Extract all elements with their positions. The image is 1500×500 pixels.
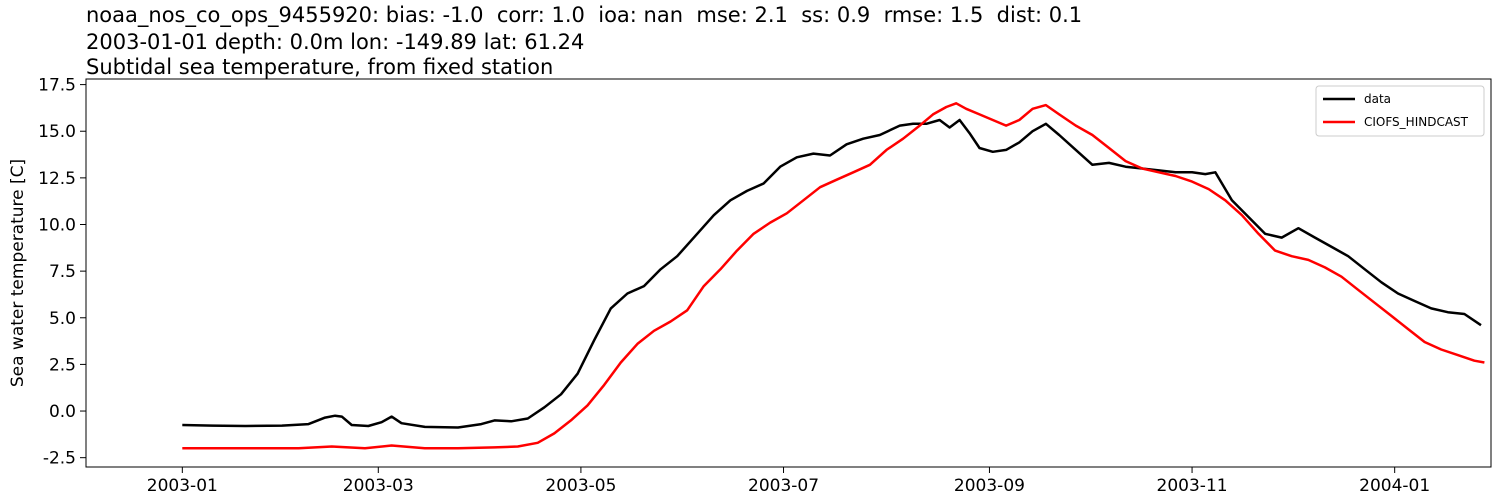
y-tick-label: 12.5 bbox=[38, 169, 76, 189]
y-tick-label: 7.5 bbox=[49, 262, 76, 282]
y-axis: -2.5 0.0 2.5 5.0 7.5 10.0 12.5 15.0 17.5 bbox=[38, 76, 86, 469]
y-axis-label: Sea water temperature [C] bbox=[8, 159, 28, 387]
x-tick-label: 2003-05 bbox=[545, 476, 616, 496]
chart-title-line-2: 2003-01-01 depth: 0.0m lon: -149.89 lat:… bbox=[86, 30, 585, 54]
x-axis: 2003-01 2003-03 2003-05 2003-07 2003-09 2003-… bbox=[147, 467, 1430, 496]
x-tick-label: 2003-11 bbox=[1157, 476, 1228, 496]
y-tick-label: 0.0 bbox=[49, 402, 76, 422]
x-tick-label: 2004-01 bbox=[1359, 476, 1430, 496]
legend-entry-data: data bbox=[1364, 92, 1391, 106]
y-tick-label: 5.0 bbox=[49, 309, 76, 329]
y-tick-label: 10.0 bbox=[38, 216, 76, 236]
x-tick-label: 2003-09 bbox=[954, 476, 1025, 496]
y-tick-label: -2.5 bbox=[43, 449, 76, 469]
series-line-ciofs-hindcast bbox=[182, 102, 1485, 450]
y-tick-label: 2.5 bbox=[49, 355, 76, 375]
legend: data CIOFS_HINDCAST bbox=[1315, 85, 1485, 137]
y-tick-label: 15.0 bbox=[38, 122, 76, 142]
x-tick-label: 2003-01 bbox=[147, 476, 218, 496]
legend-box bbox=[1315, 85, 1485, 137]
chart-title-line-1: noaa_nos_co_ops_9455920: bias: -1.0 corr… bbox=[86, 3, 1083, 27]
x-tick-label: 2003-03 bbox=[343, 476, 414, 496]
axes-frame bbox=[85, 78, 1492, 468]
plot-lines bbox=[182, 102, 1485, 450]
x-tick-label: 2003-07 bbox=[748, 476, 819, 496]
y-tick-label: 17.5 bbox=[38, 76, 76, 96]
series-line-data bbox=[182, 118, 1482, 429]
legend-entry-ciofs-hindcast: CIOFS_HINDCAST bbox=[1364, 115, 1469, 129]
chart-title-line-3: Subtidal sea temperature, from fixed sta… bbox=[86, 55, 554, 79]
